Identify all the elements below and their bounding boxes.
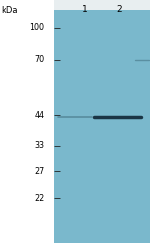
Text: 33: 33 — [34, 141, 44, 150]
Text: 100: 100 — [29, 23, 44, 33]
Text: kDa: kDa — [2, 6, 18, 15]
Text: 44: 44 — [34, 111, 44, 120]
Bar — [54, 0, 150, 10]
Text: 27: 27 — [34, 167, 44, 176]
Text: 1: 1 — [82, 5, 88, 14]
Text: 2: 2 — [116, 5, 122, 14]
Bar — [54, 0, 150, 243]
Text: 70: 70 — [34, 55, 44, 64]
Text: 22: 22 — [34, 193, 44, 203]
